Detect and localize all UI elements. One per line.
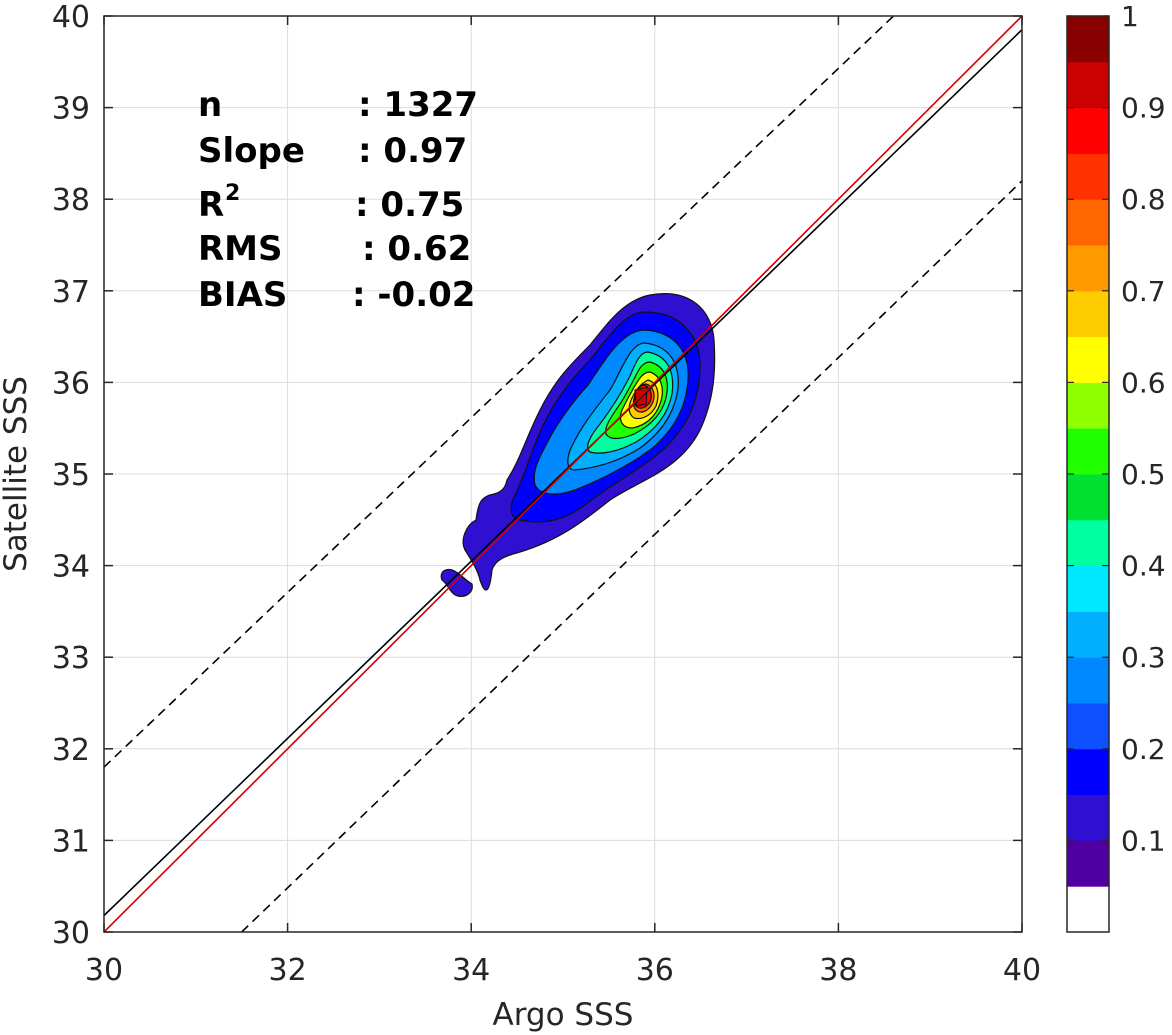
y-tick-label: 35	[52, 458, 90, 493]
colorbar-swatch	[1067, 16, 1109, 63]
y-tick-label: 36	[52, 366, 90, 401]
stat-label: Slope	[198, 131, 305, 171]
stat-value: : -0.02	[352, 275, 475, 315]
colorbar-swatch	[1067, 336, 1109, 383]
colorbar-tick-label: 0.9	[1121, 92, 1166, 125]
colorbar-swatch	[1067, 703, 1109, 750]
colorbar-swatch	[1067, 199, 1109, 246]
colorbar-swatch	[1067, 657, 1109, 704]
x-axis-label: Argo SSS	[493, 997, 634, 1033]
stat-value: : 0.97	[358, 131, 467, 171]
stat-value: : 0.62	[362, 229, 471, 269]
stat-label-superscript: 2	[225, 181, 240, 206]
stats-annotation: n : 1327 Slope : 0.97 R 2 : 0.75 RMS : 0.62 BIAS:…	[198, 85, 478, 315]
colorbar-swatch	[1067, 794, 1109, 841]
y-tick-label: 33	[52, 641, 90, 676]
colorbar-swatch	[1067, 519, 1109, 567]
colorbar-swatch	[1067, 886, 1109, 933]
colorbar-tick-label: 0.8	[1121, 183, 1166, 216]
colorbar: 0.1 0.2 0.3 0.4 0.5 0.6 0.7 0.8 0.9 1	[1066, 0, 1166, 933]
stat-label: R	[198, 185, 224, 225]
grid	[104, 16, 1022, 932]
stat-label: RMS	[198, 229, 283, 269]
x-tick-label: 38	[819, 953, 857, 988]
x-tick-label: 36	[636, 953, 674, 988]
x-tick-label: 32	[269, 953, 307, 988]
bound-dashed-line-2	[241, 180, 1022, 932]
y-tick-label: 38	[52, 183, 90, 218]
x-tick-label: 30	[85, 953, 123, 988]
colorbar-swatch	[1067, 565, 1109, 612]
colorbar-tick-label: 1	[1121, 0, 1139, 33]
colorbar-swatch	[1067, 153, 1109, 200]
x-tick-label: 40	[1003, 953, 1041, 988]
y-axis-label: Satellite SSS	[0, 376, 34, 572]
regression-line	[104, 29, 1022, 917]
colorbar-tick-label: 0.5	[1121, 458, 1166, 491]
one-to-one-line	[104, 16, 1022, 932]
colorbar-swatch	[1067, 748, 1109, 796]
y-tick-label: 37	[52, 275, 90, 310]
colorbar-swatch	[1067, 840, 1109, 887]
x-tick-label: 34	[452, 953, 490, 988]
colorbar-tick-label: 0.3	[1121, 641, 1166, 674]
y-tick-label: 32	[52, 733, 90, 768]
colorbar-swatch	[1067, 611, 1109, 658]
bound-dashed-line-1	[104, 16, 895, 768]
colorbar-swatch	[1067, 290, 1109, 338]
colorbar-swatch	[1067, 107, 1109, 154]
colorbar-tick-label: 0.1	[1121, 824, 1166, 857]
colorbar-tick-label: 0.6	[1121, 366, 1166, 399]
y-tick-label: 30	[52, 916, 90, 951]
colorbar-tick-label: 0.7	[1121, 275, 1166, 308]
density-contours	[440, 293, 716, 597]
axis-ticks: 30 32 34 36 38 40 30 31 32 33 34 35 36 37 38 39 40	[52, 0, 1041, 988]
colorbar-swatch	[1067, 382, 1109, 429]
colorbar-swatch	[1067, 428, 1109, 475]
reference-lines	[104, 16, 1022, 932]
y-tick-label: 31	[52, 824, 90, 859]
contour-blob	[440, 568, 473, 597]
colorbar-swatch	[1067, 245, 1109, 292]
y-tick-label: 40	[52, 0, 90, 35]
colorbar-swatch	[1067, 61, 1109, 109]
stat-label: BIAS	[198, 275, 287, 315]
colorbar-tick-label: 0.4	[1121, 550, 1166, 583]
stat-value: : 0.75	[355, 185, 464, 225]
stat-label: n	[198, 85, 222, 125]
y-tick-label: 39	[52, 92, 90, 127]
colorbar-tick-label: 0.2	[1121, 733, 1166, 766]
y-tick-label: 34	[52, 550, 90, 585]
colorbar-swatch	[1067, 474, 1109, 521]
stat-value: : 1327	[358, 85, 478, 125]
